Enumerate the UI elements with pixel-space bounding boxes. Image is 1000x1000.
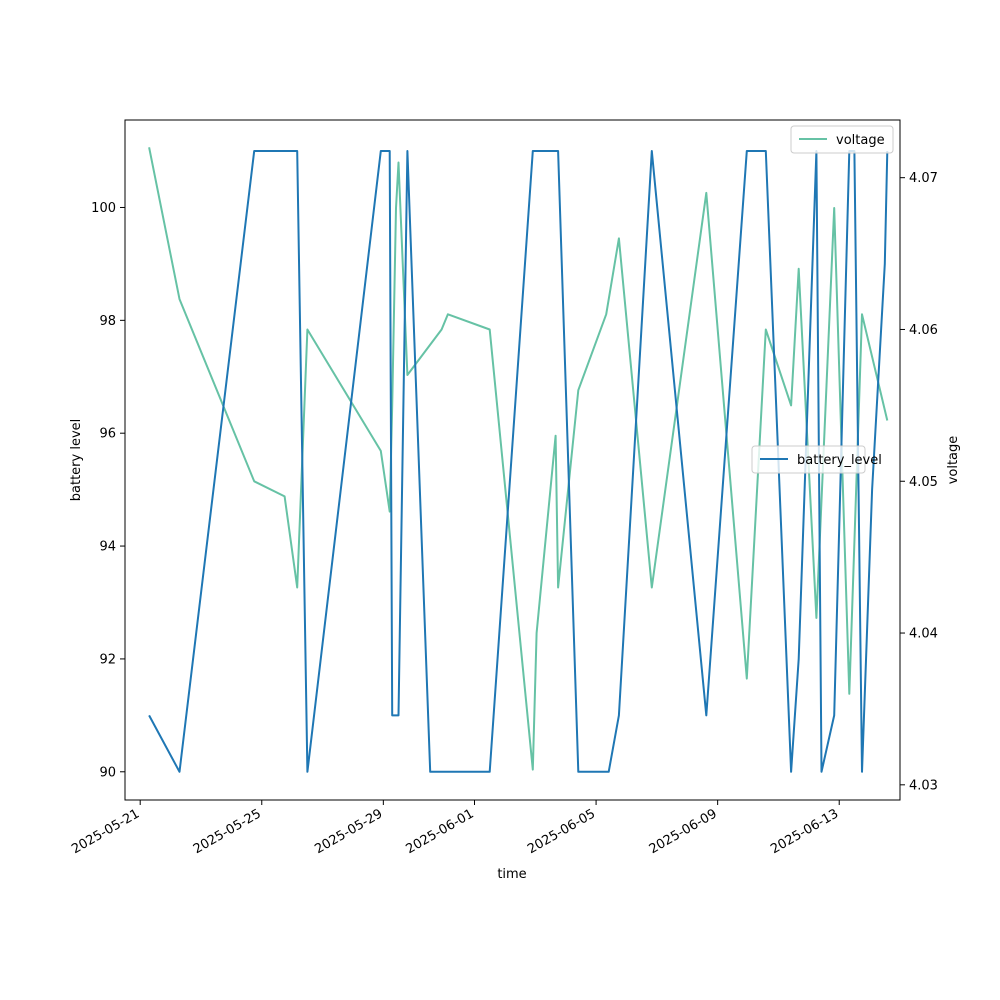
left-y-axis-label: battery level [69, 419, 84, 502]
left-y-tick-label: 92 [99, 652, 116, 667]
left-y-axis: 90 92 94 96 98 100 [91, 201, 125, 780]
legend-battery-level-label: battery_level [797, 453, 882, 468]
x-axis-label: time [497, 867, 526, 882]
x-tick-label: 2025-05-21 [69, 806, 142, 857]
x-axis: 2025-05-21 2025-05-25 2025-05-29 2025-06-01… [69, 800, 841, 857]
plot-frame [124, 119, 901, 801]
series-lines [148, 147, 889, 773]
right-y-tick-label: 4.04 [909, 627, 938, 642]
right-y-axis-label: voltage [946, 436, 961, 485]
left-y-tick-label: 96 [99, 427, 116, 442]
x-tick-label: 2025-06-05 [525, 806, 598, 857]
series-line-battery-level [148, 150, 889, 773]
left-y-tick-label: 90 [99, 765, 116, 780]
x-tick-label: 2025-06-09 [647, 806, 720, 857]
right-y-tick-label: 4.05 [909, 475, 938, 490]
legend-voltage-box [790, 125, 894, 154]
x-tick-label: 2025-05-29 [312, 806, 385, 857]
right-y-tick-label: 4.06 [909, 323, 938, 338]
x-tick-label: 2025-05-25 [191, 806, 264, 857]
left-y-tick-label: 98 [99, 314, 116, 329]
right-y-tick-label: 4.03 [909, 778, 938, 793]
right-y-tick-label: 4.07 [909, 171, 938, 186]
legend-voltage-label: voltage [836, 133, 885, 148]
legend-battery-level: battery_level [751, 445, 882, 474]
legend-battery-level-box [751, 445, 866, 474]
right-y-axis: 4.03 4.04 4.05 4.06 4.07 [900, 171, 938, 793]
left-y-tick-label: 94 [99, 540, 116, 555]
series-line-voltage [148, 147, 889, 771]
legend-voltage: voltage [790, 125, 894, 154]
x-tick-label: 2025-06-01 [404, 806, 477, 857]
left-y-tick-label: 100 [91, 201, 116, 216]
x-tick-label: 2025-06-13 [768, 806, 841, 857]
